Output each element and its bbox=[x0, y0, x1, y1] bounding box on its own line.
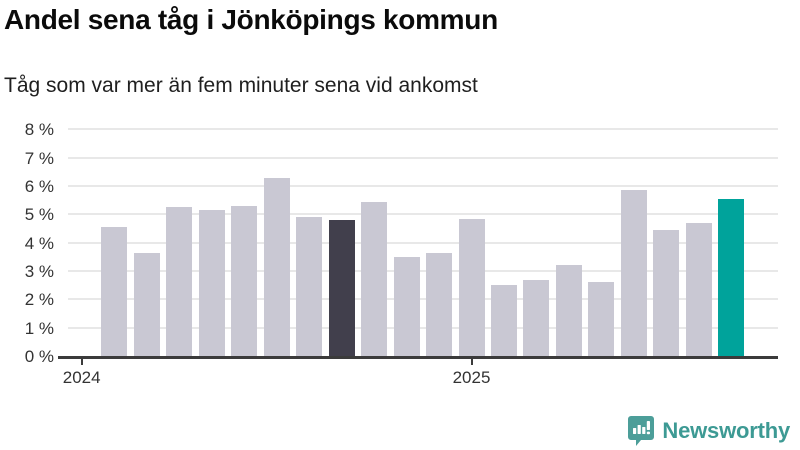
gridline bbox=[68, 298, 778, 301]
bar bbox=[198, 210, 225, 356]
bar bbox=[458, 219, 485, 356]
bar bbox=[685, 223, 712, 356]
bar-highlight-dark bbox=[328, 220, 355, 356]
gridline bbox=[68, 128, 778, 131]
y-axis-label: 4 % bbox=[24, 233, 54, 253]
bar bbox=[653, 230, 680, 356]
bar bbox=[620, 190, 647, 356]
bar bbox=[361, 202, 387, 356]
y-axis-label: 2 % bbox=[24, 290, 54, 310]
bar bbox=[133, 253, 160, 356]
x-axis-line bbox=[58, 356, 778, 359]
x-axis-label: 2024 bbox=[62, 368, 101, 387]
newsworthy-logo: Newsworthy bbox=[627, 415, 790, 446]
gridline bbox=[68, 156, 778, 159]
newsworthy-logo-icon bbox=[627, 415, 655, 446]
x-axis-label: 2025 bbox=[452, 368, 491, 387]
bar bbox=[490, 285, 517, 356]
bar bbox=[555, 265, 582, 356]
bar-highlight-accent bbox=[718, 199, 745, 356]
bar bbox=[101, 227, 128, 356]
y-axis-label: 1 % bbox=[24, 318, 54, 338]
gridline bbox=[68, 213, 778, 216]
bar bbox=[426, 253, 452, 356]
bar bbox=[296, 217, 323, 356]
gridline bbox=[68, 270, 778, 272]
newsworthy-logo-text: Newsworthy bbox=[662, 417, 790, 443]
bar bbox=[393, 257, 420, 356]
bar bbox=[523, 280, 550, 356]
bar bbox=[588, 282, 615, 356]
y-axis-label: 5 % bbox=[24, 205, 54, 225]
y-axis-label: 7 % bbox=[24, 148, 54, 168]
y-axis-label: 6 % bbox=[24, 177, 54, 197]
gridline bbox=[68, 185, 778, 188]
y-axis-label: 8 % bbox=[24, 120, 54, 140]
gridline bbox=[68, 326, 778, 329]
gridline bbox=[68, 241, 778, 244]
chart-title: Andel sena tåg i Jönköpings kommun bbox=[4, 4, 498, 35]
bar bbox=[166, 207, 193, 356]
y-axis-label: 3 % bbox=[24, 262, 54, 281]
x-axis-tick bbox=[80, 359, 83, 365]
y-axis-label: 0 % bbox=[24, 347, 54, 366]
x-axis-tick bbox=[470, 359, 473, 365]
bar bbox=[263, 178, 290, 356]
chart-subtitle: Tåg som var mer än fem minuter sena vid … bbox=[4, 74, 478, 97]
bar bbox=[231, 206, 258, 356]
